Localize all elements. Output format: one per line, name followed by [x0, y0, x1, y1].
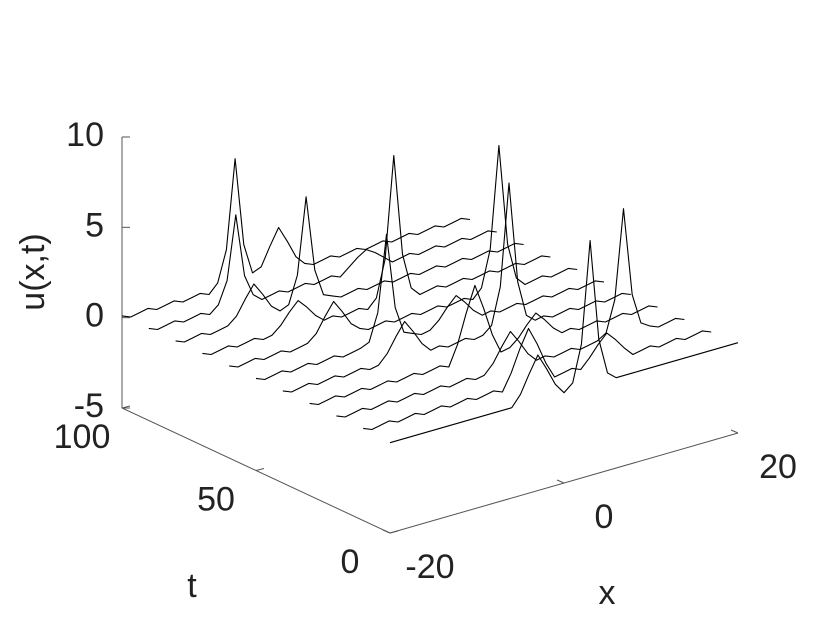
x-tick-label: -20	[405, 548, 454, 586]
t-tick	[255, 468, 265, 471]
z-tick-label: -5	[74, 387, 104, 425]
curve	[363, 327, 712, 431]
z-tick-label: 0	[85, 297, 104, 335]
curve	[255, 233, 605, 381]
curve-group	[363, 327, 712, 431]
curve-group	[282, 182, 631, 393]
t-axis-label: t	[187, 567, 197, 605]
curve	[175, 196, 524, 343]
curve	[389, 240, 739, 444]
curve-group	[229, 145, 578, 368]
x-tick-label: 0	[595, 498, 614, 536]
z-tick-label: 5	[85, 206, 104, 244]
t-axis-line	[121, 407, 391, 534]
curve-group	[336, 208, 685, 418]
curve-group	[389, 240, 739, 444]
curve	[229, 145, 578, 368]
t-tick	[389, 530, 399, 534]
x-tick	[382, 529, 391, 534]
z-axis-label: u(x,t)	[14, 233, 52, 310]
curve	[309, 284, 658, 406]
curve-group	[202, 155, 551, 356]
curve-group	[255, 233, 605, 381]
x-tick-label: 20	[759, 448, 797, 486]
y-tick-label: 50	[197, 480, 235, 518]
curve-group	[175, 196, 524, 343]
x-axis-label: x	[599, 574, 616, 612]
curve	[282, 182, 631, 393]
curve-group	[121, 158, 471, 318]
curve	[336, 208, 685, 418]
x-tick	[556, 479, 565, 484]
curve-group	[309, 284, 658, 406]
curve	[148, 214, 497, 331]
curve	[121, 158, 471, 318]
z-tick-label: 10	[66, 116, 104, 154]
y-tick-label: 100	[54, 418, 111, 456]
curve	[202, 155, 551, 356]
curve-group	[148, 214, 497, 331]
x-tick	[730, 429, 739, 434]
y-tick-label: 0	[341, 543, 360, 581]
